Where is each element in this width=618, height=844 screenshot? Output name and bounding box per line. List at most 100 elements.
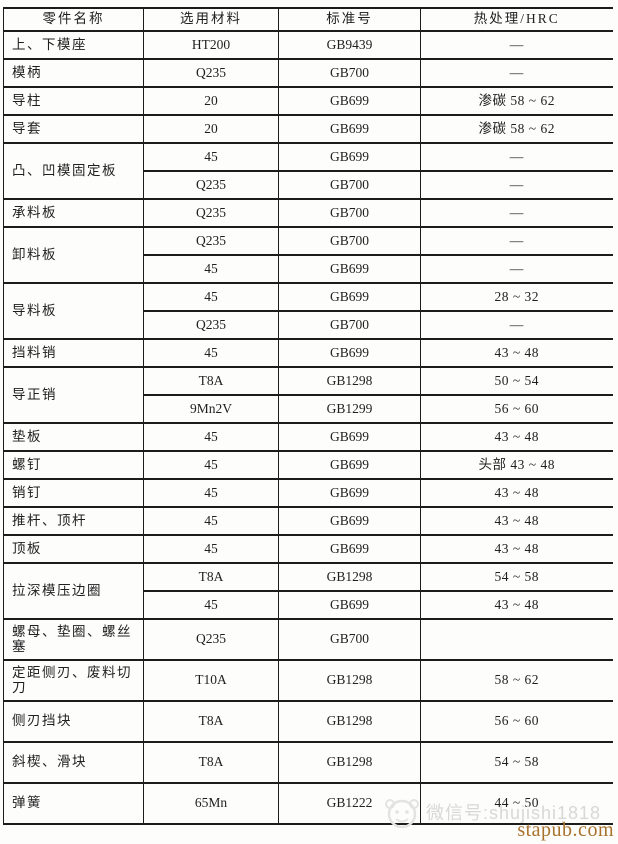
material-cell: Q235 (143, 310, 279, 340)
hrc-cell (420, 618, 613, 661)
material-cell: T8A (143, 700, 279, 743)
table-row: 导套 20 GB699 渗碳 58 ~ 62 (3, 114, 613, 144)
material-cell: Q235 (143, 226, 279, 256)
part-name-cell: 螺钉 (3, 450, 144, 480)
part-name-cell: 导正销 (3, 366, 144, 424)
table-row: 承料板 Q235 GB700— (3, 198, 613, 228)
watermark-wechat-id: 微信号:shujishi1818 (426, 803, 602, 823)
hrc-cell: 44 ~ 50 (420, 782, 613, 825)
material-cell: Q235 (143, 170, 279, 200)
hrc-cell: 头部 43 ~ 48 (420, 450, 613, 480)
material-cell: 9Mn2V (143, 394, 279, 424)
table-row: 侧刃挡块 T8A GB1298 56 ~ 60 (3, 700, 613, 743)
hrc-cell: 56 ~ 60 (420, 394, 613, 424)
table-row: 导正销 T8A GB1298 50 ~ 54 (3, 366, 613, 424)
standard-cell: GB699 (278, 254, 421, 284)
material-cell: T10A (143, 659, 279, 702)
hrc-cell: — (420, 170, 613, 200)
table-row: 凸、凹模固定板 45 GB699— (3, 142, 613, 200)
table-row: 9Mn2V GB1299 56 ~ 60 (4, 394, 613, 424)
standard-cell: GB1298 (278, 562, 421, 592)
table-row: Q235 GB700— (4, 310, 613, 340)
part-name-cell: 卸料板 (3, 226, 144, 284)
material-cell: Q235 (143, 58, 279, 88)
material-cell: 45 (143, 142, 279, 172)
hrc-cell: 43 ~ 48 (420, 590, 613, 620)
standard-cell: GB699 (278, 478, 421, 508)
hrc-cell: 43 ~ 48 (420, 478, 613, 508)
table-row: 螺母、垫圈、螺丝塞 Q235 GB700 (3, 618, 613, 661)
material-cell: 45 (143, 282, 279, 312)
table-row: 斜楔、滑块 T8A GB1298 54 ~ 58 (3, 741, 613, 784)
table-row: 45 GB699 43 ~ 48 (4, 590, 613, 620)
standard-cell: GB1298 (278, 366, 421, 396)
table-row: 拉深模压边圈 T8A GB1298 54 ~ 58 (3, 562, 613, 620)
material-cell: Q235 (143, 198, 279, 228)
standard-cell: GB1298 (278, 659, 421, 702)
material-cell: T8A (143, 741, 279, 784)
material-cell: 20 (143, 86, 279, 116)
hrc-cell: 50 ~ 54 (420, 366, 613, 396)
part-name-cell: 承料板 (3, 198, 144, 228)
part-name-cell: 凸、凹模固定板 (3, 142, 144, 200)
table-row: 卸料板 Q235 GB700— (3, 226, 613, 284)
material-cell: T8A (143, 366, 279, 396)
material-cell: 45 (143, 338, 279, 368)
table-row: 模柄 Q235 GB700— (3, 58, 613, 88)
standard-cell: GB9439 (278, 30, 421, 60)
standard-cell: GB699 (278, 506, 421, 536)
hrc-cell: — (420, 226, 613, 256)
part-name-cell: 上、下模座 (3, 30, 144, 60)
standard-cell: GB699 (278, 114, 421, 144)
parts-material-table: 零件名称 选用材料 标准号 热处理/HRC 上、下模座 HT200 GB9439— 模柄 Q2… (3, 7, 613, 825)
hrc-cell: — (420, 254, 613, 284)
material-cell: 45 (143, 534, 279, 564)
standard-cell: GB1298 (278, 741, 421, 784)
table-row: 销钉 45 GB699 43 ~ 48 (3, 478, 613, 508)
part-name-cell: 定距侧刃、废料切刀 (3, 659, 144, 702)
standard-cell: GB1298 (278, 700, 421, 743)
part-name-cell: 导柱 (3, 86, 144, 116)
part-name-cell: 挡料销 (3, 338, 144, 368)
hrc-cell: 43 ~ 48 (420, 506, 613, 536)
hrc-cell: 54 ~ 58 (420, 562, 613, 592)
header-cell-1: 选用材料 (143, 7, 279, 32)
table-row: 挡料销 45 GB699 43 ~ 48 (3, 338, 613, 368)
material-cell: Q235 (143, 618, 279, 661)
header-cell-0: 零件名称 (3, 7, 144, 32)
hrc-cell: 56 ~ 60 (420, 700, 613, 743)
hrc-cell: — (420, 58, 613, 88)
table-row: 推杆、顶杆 45 GB699 43 ~ 48 (3, 506, 613, 536)
hrc-cell: 渗碳 58 ~ 62 (420, 86, 613, 116)
part-name-cell: 推杆、顶杆 (3, 506, 144, 536)
material-cell: 45 (143, 478, 279, 508)
part-name-cell: 模柄 (3, 58, 144, 88)
table-row: 导料板 45 GB699 28 ~ 32 (3, 282, 613, 340)
hrc-cell: 28 ~ 32 (420, 282, 613, 312)
hrc-cell: 渗碳 58 ~ 62 (420, 114, 613, 144)
part-name-cell: 垫板 (3, 422, 144, 452)
material-cell: 45 (143, 254, 279, 284)
table-row: 定距侧刃、废料切刀 T10A GB1298 58 ~ 62 (3, 659, 613, 702)
material-cell: 45 (143, 590, 279, 620)
standard-cell: GB700 (278, 310, 421, 340)
hrc-cell: — (420, 310, 613, 340)
part-name-cell: 顶板 (3, 534, 144, 564)
standard-cell: GB700 (278, 198, 421, 228)
table-row: Q235 GB700— (4, 170, 613, 200)
standard-cell: GB699 (278, 86, 421, 116)
part-name-cell: 螺母、垫圈、螺丝塞 (3, 618, 144, 661)
material-cell: 65Mn (143, 782, 279, 825)
table-header-row: 零件名称 选用材料 标准号 热处理/HRC (3, 7, 613, 32)
standard-cell: GB700 (278, 226, 421, 256)
table-row: 45 GB699— (4, 254, 613, 284)
table-row: 垫板 45 GB699 43 ~ 48 (3, 422, 613, 452)
hrc-cell: 43 ~ 48 (420, 338, 613, 368)
hrc-cell: 43 ~ 48 (420, 534, 613, 564)
standard-cell: GB699 (278, 142, 421, 172)
standard-cell: GB699 (278, 422, 421, 452)
part-name-cell: 导套 (3, 114, 144, 144)
material-cell: 20 (143, 114, 279, 144)
part-name-cell: 销钉 (3, 478, 144, 508)
standard-cell: GB700 (278, 58, 421, 88)
